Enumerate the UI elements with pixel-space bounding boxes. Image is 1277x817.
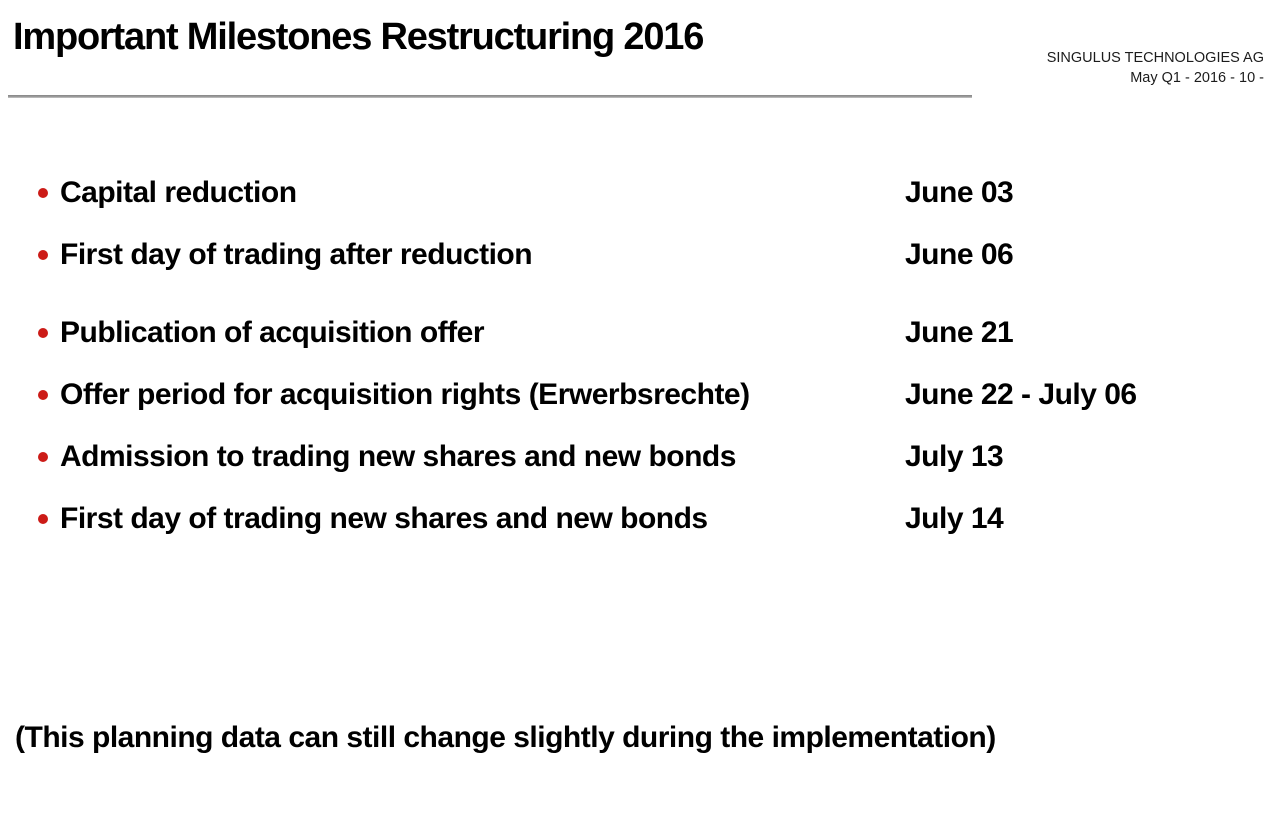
milestone-label: Capital reduction: [60, 176, 297, 209]
milestone-date: June 03: [905, 176, 1014, 209]
milestone-row: First day of trading after reduction Jun…: [38, 236, 1238, 274]
milestone-date: July 14: [905, 502, 1004, 535]
bullet-icon: [38, 452, 48, 462]
milestone-date: June 06: [905, 238, 1014, 271]
milestone-date: June 22 - July 06: [905, 378, 1137, 411]
slide-header-right: SINGULUS TECHNOLOGIES AG May Q1 - 2016 -…: [1047, 48, 1264, 88]
title-divider-line: [8, 95, 972, 98]
footnote: (This planning data can still change sli…: [15, 721, 996, 754]
milestone-row: Capital reduction June 03: [38, 174, 1238, 212]
milestone-row: Publication of acquisition offer June 21: [38, 314, 1238, 352]
milestone-row: Offer period for acquisition rights (Erw…: [38, 376, 1238, 414]
company-name: SINGULUS TECHNOLOGIES AG: [1046, 50, 1264, 66]
milestones-list: Capital reduction June 03 First day of t…: [38, 174, 1238, 562]
milestone-label: Admission to trading new shares and new …: [60, 440, 736, 473]
page-title: Important Milestones Restructuring 2016: [13, 16, 704, 58]
bullet-icon: [38, 188, 48, 198]
milestone-label: First day of trading new shares and new …: [60, 502, 708, 535]
milestone-row: First day of trading new shares and new …: [38, 500, 1238, 538]
milestone-row: Admission to trading new shares and new …: [38, 438, 1238, 476]
milestone-label: Offer period for acquisition rights (Erw…: [60, 378, 750, 411]
milestone-date: June 21: [905, 316, 1014, 349]
bullet-icon: [38, 328, 48, 338]
slide-page-reference: May Q1 - 2016 - 10 -: [1130, 70, 1264, 86]
bullet-icon: [38, 514, 48, 524]
milestone-label: First day of trading after reduction: [60, 238, 533, 271]
bullet-icon: [38, 250, 48, 260]
milestone-date: July 13: [905, 440, 1004, 473]
bullet-icon: [38, 390, 48, 400]
milestone-label: Publication of acquisition offer: [60, 316, 485, 349]
